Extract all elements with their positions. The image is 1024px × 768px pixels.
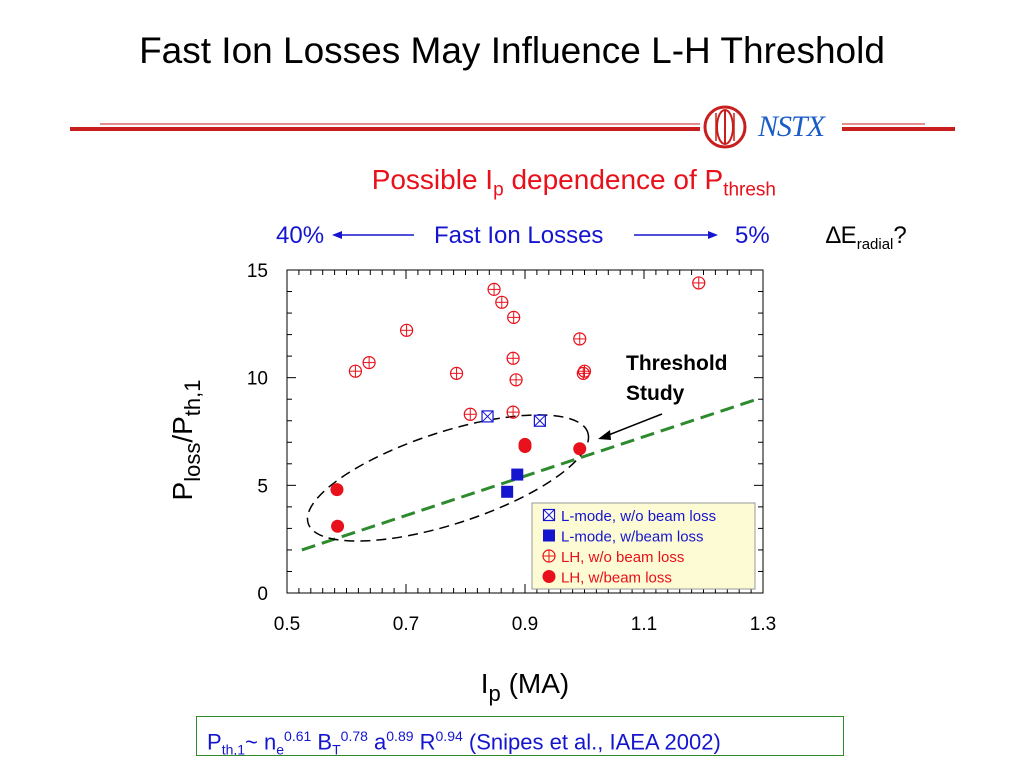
legend-label: LH, w/beam loss [561, 570, 672, 587]
header-rule [70, 105, 955, 149]
y-tick-label: 15 [247, 261, 268, 282]
nstx-logo-text: NSTX [758, 110, 825, 143]
subtitle-sub-2: thresh [723, 179, 776, 201]
eradial-symbol: ∆E [826, 222, 857, 249]
formula-p-sub: th,1 [221, 741, 246, 756]
fast-ion-left-label: 40% [276, 222, 325, 249]
formula-p: P [207, 729, 222, 755]
legend-label: L-mode, w/o beam loss [561, 508, 716, 525]
data-point [506, 405, 520, 419]
data-point [518, 440, 532, 454]
tick-labels: 0.5 0.7 0.9 1.1 1.3 0 5 10 15 [247, 261, 776, 635]
eradial-question: ? [893, 222, 907, 249]
data-point [348, 364, 363, 378]
legend-items: L-mode, w/o beam loss L-mode, w/beam loss… [542, 508, 716, 587]
data-point [501, 485, 514, 498]
formula-n-sub: e [276, 741, 285, 756]
data-point [331, 519, 345, 533]
threshold-ellipse [306, 414, 590, 542]
fast-ion-arrows [332, 231, 718, 239]
data-point [511, 468, 524, 481]
y-tick-label: 5 [257, 476, 268, 497]
data-point [573, 332, 587, 346]
data-point [506, 351, 520, 365]
data-point [449, 366, 464, 380]
data-point [399, 323, 414, 337]
threshold-annotation-line-1: Threshold [626, 352, 728, 375]
formula-citation: (Snipes et al., IAEA 2002) [462, 729, 721, 755]
data-point [692, 276, 706, 290]
legend-marker [542, 508, 556, 522]
x-tick-label: 0.9 [512, 614, 538, 635]
formula-r: R [413, 729, 436, 755]
chart-subtitle: Possible Ip dependence of Pthresh [0, 164, 776, 202]
arrow-left-head [332, 231, 342, 239]
formula-b-sup: 0.78 [340, 728, 368, 744]
legend-label: L-mode, w/beam loss [561, 529, 704, 546]
formula-b: B [311, 729, 333, 755]
fast-ion-center-label: Fast Ion Losses [434, 222, 604, 249]
data-point [495, 295, 509, 309]
legend-box [531, 502, 756, 590]
data-point [533, 414, 546, 427]
scatter-chart: 0.5 0.7 0.9 1.1 1.3 0 5 10 15 Threshold Study L-… [167, 261, 776, 706]
formula-n-sup: 0.61 [284, 728, 312, 744]
fast-ion-right-label: 5% [735, 222, 770, 249]
nstx-logo-icon [703, 105, 747, 149]
axis-ticks [286, 269, 764, 594]
data-points [330, 276, 706, 533]
annotation-arrow-head [598, 430, 611, 440]
fit-line [301, 397, 758, 552]
data-point [481, 410, 494, 423]
y-tick-label: 10 [247, 369, 268, 390]
subtitle-part-1: Possible I [371, 164, 494, 195]
formula-box: Pth,1~ ne0.61 BT0.78 a0.89 R0.94 (Snipes… [196, 716, 844, 756]
legend-marker [543, 529, 555, 542]
y-tick-label: 0 [257, 584, 268, 605]
annotation-arrow-line [605, 413, 663, 437]
formula-r-sup: 0.94 [435, 728, 463, 744]
x-axis-label: Ip (MA) [481, 668, 569, 706]
eradial-label: ∆Eradial? [826, 222, 907, 253]
legend: L-mode, w/o beam loss L-mode, w/beam loss… [531, 502, 756, 590]
data-point [507, 310, 521, 324]
subtitle-part-2: dependence of P [503, 164, 724, 195]
threshold-annotation-line-2: Study [626, 382, 685, 405]
data-point [573, 442, 587, 456]
legend-marker [542, 570, 556, 583]
data-point [362, 355, 376, 370]
y-axis-label: Ploss/Pth,1 [167, 380, 205, 501]
data-point [509, 373, 523, 387]
x-tick-label: 1.1 [631, 614, 657, 635]
x-tick-label: 0.5 [274, 614, 300, 635]
subtitle-sub-1: p [493, 179, 504, 201]
arrow-right-head [708, 231, 718, 239]
x-tick-label: 1.3 [750, 614, 776, 635]
legend-label: LH, w/o beam loss [561, 549, 684, 566]
data-point [463, 407, 477, 421]
formula-b-sub: T [332, 741, 341, 756]
data-point [330, 483, 344, 497]
formula-n: ~ n [245, 729, 277, 755]
data-point [577, 364, 592, 378]
legend-marker [542, 549, 556, 563]
slide-title: Fast Ion Losses May Influence L-H Thresh… [139, 30, 885, 71]
formula-a: a [367, 729, 387, 755]
x-tick-label: 0.7 [393, 614, 419, 635]
fit-line-group [301, 397, 758, 552]
formula-a-sup: 0.89 [386, 728, 414, 744]
data-point [487, 282, 501, 296]
eradial-sub: radial [856, 235, 894, 253]
